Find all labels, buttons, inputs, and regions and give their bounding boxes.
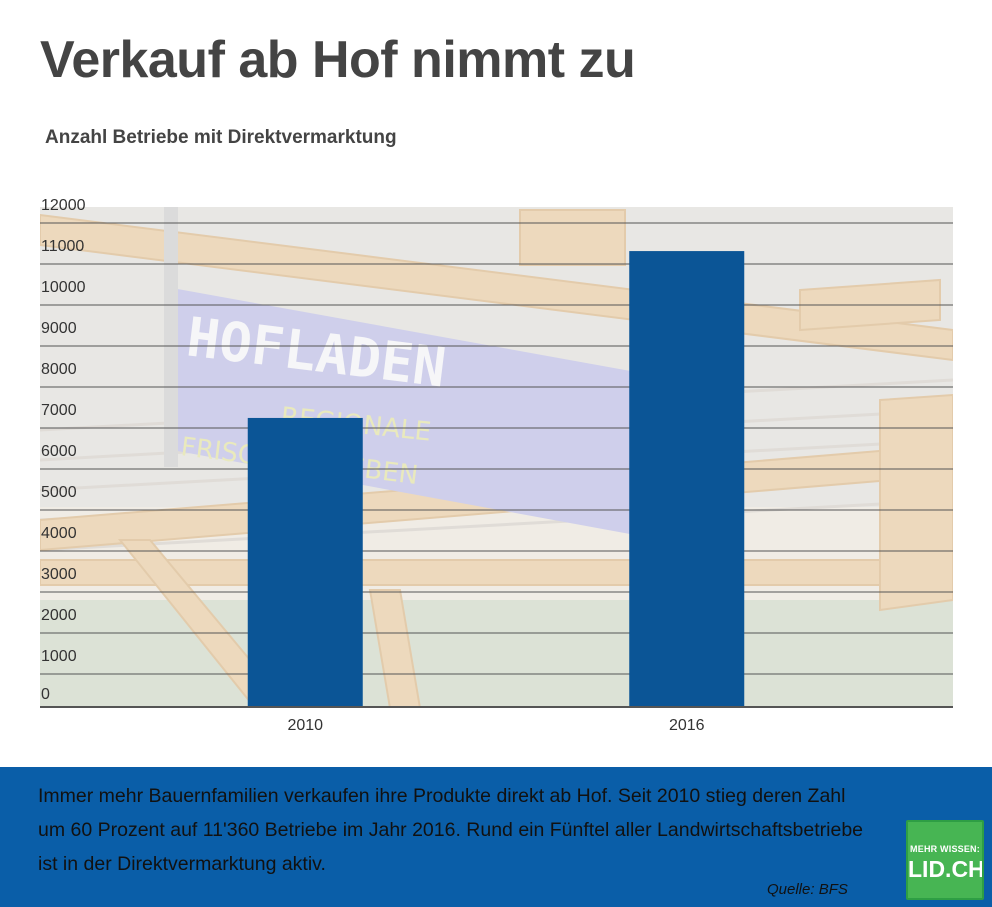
page-title: Verkauf ab Hof nimmt zu xyxy=(40,31,636,89)
y-tick-label: 5000 xyxy=(41,484,77,501)
bar-2010 xyxy=(247,417,363,707)
footer-panel: Immer mehr Bauernfamilien verkaufen ihre… xyxy=(0,767,992,907)
y-tick-label: 0 xyxy=(41,686,50,703)
bars xyxy=(247,251,745,707)
y-tick-label: 4000 xyxy=(41,525,77,542)
lid-logo[interactable]: MEHR WISSEN: LID.CH xyxy=(906,820,984,900)
bar-chart: HOFLADEN REGIONALE FRISCHE ERLEBEN 01000… xyxy=(40,197,953,734)
grid-lines xyxy=(40,222,953,675)
source-note: Quelle: BFS xyxy=(767,881,848,898)
y-axis-tick-labels: 0 1000 2000 3000 4000 5000 6000 7000 8000 9000 100… xyxy=(41,197,86,703)
y-tick-label: 1000 xyxy=(41,648,77,665)
x-tick-label-2010: 2010 xyxy=(287,717,323,734)
y-tick-label: 3000 xyxy=(41,566,77,583)
y-tick-label: 2000 xyxy=(41,607,77,624)
x-tick-label-2016: 2016 xyxy=(669,717,705,734)
y-tick-label: 6000 xyxy=(41,443,77,460)
bar-2016 xyxy=(629,251,745,707)
y-tick-label: 8000 xyxy=(41,361,77,378)
y-tick-label: 11000 xyxy=(41,238,84,255)
chart-subtitle: Anzahl Betriebe mit Direktvermarktung xyxy=(45,127,397,148)
y-tick-label: 9000 xyxy=(41,320,77,337)
logo-tagline: MEHR WISSEN: xyxy=(910,844,980,854)
logo-wordmark: LID.CH xyxy=(908,856,984,882)
x-axis-tick-labels: 2010 2016 xyxy=(287,717,704,734)
footer-text: Immer mehr Bauernfamilien verkaufen ihre… xyxy=(38,785,864,875)
y-tick-label: 10000 xyxy=(41,279,86,296)
y-tick-label: 12000 xyxy=(41,197,86,214)
y-tick-label: 7000 xyxy=(41,402,77,419)
